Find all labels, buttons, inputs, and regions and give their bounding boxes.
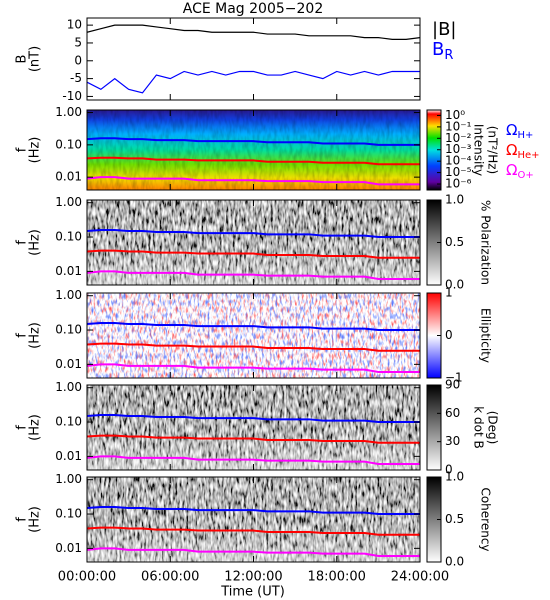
series-line	[87, 270, 420, 280]
colorbar-tick-label: 1.0	[445, 470, 464, 484]
y-axis-label: (nT)	[28, 46, 43, 72]
y-tick-label: 1.00	[55, 472, 82, 486]
colorbar-label: Coherency	[479, 487, 493, 551]
colorbar-tick-label: 60	[445, 406, 460, 420]
colorbar-tick-label: 0	[445, 328, 453, 342]
y-tick-label: 0.01	[55, 541, 82, 555]
series-line	[87, 249, 420, 259]
chart-title: ACE Mag 2005−202	[183, 1, 323, 17]
y-tick-label: 0.01	[55, 357, 82, 371]
y-axis-label: B	[15, 55, 30, 64]
y-tick-label: 1.00	[55, 288, 82, 302]
y-tick-label: -10	[62, 89, 82, 103]
series-line	[87, 547, 420, 557]
colorbar-tick-label: 10⁻³	[445, 142, 472, 156]
x-tick-label: 00:00:00	[58, 570, 116, 585]
colorbar-tick-label: 10⁻⁵	[445, 165, 472, 179]
series-line	[87, 137, 420, 146]
y-axis-label: (Hz)	[28, 322, 43, 349]
colorbar-label: Intensity	[472, 124, 486, 176]
x-tick-label: 06:00:00	[141, 570, 199, 585]
spectrogram-texture	[87, 110, 420, 190]
series-line	[87, 434, 420, 444]
y-tick-label: -5	[70, 71, 82, 85]
colorbar-tick-label: 10⁻⁶	[445, 177, 472, 191]
y-tick-label: 5	[74, 35, 82, 49]
y-axis-label: f	[15, 240, 30, 245]
series-line	[87, 70, 420, 94]
series-line	[87, 414, 420, 424]
colorbar	[426, 384, 442, 471]
series-line	[87, 506, 420, 516]
series-line	[87, 526, 420, 536]
colorbar-tick-label: 10⁻¹	[445, 119, 472, 133]
y-axis-label: (Hz)	[28, 137, 43, 164]
series-line	[87, 24, 420, 40]
y-tick-label: 1.00	[55, 195, 82, 209]
colorbar-tick-label: 0.0	[445, 278, 464, 292]
legend-label: ΩO+	[506, 161, 534, 182]
y-tick-label: 0.01	[55, 449, 82, 463]
colorbar-tick-label: 30	[445, 434, 460, 448]
series-line	[87, 156, 420, 166]
colorbar-label: k dot B	[472, 406, 486, 448]
colorbar-label: Ellipticity	[479, 308, 493, 363]
y-tick-label: 0.01	[55, 170, 82, 184]
colorbar-label: (nT²/Hz)	[486, 126, 500, 174]
spectrogram-texture	[87, 293, 420, 378]
colorbar-tick-label: 0.0	[445, 555, 464, 569]
y-tick-label: 0	[74, 53, 82, 67]
y-tick-label: 0.10	[55, 230, 82, 244]
y-tick-label: 0.10	[55, 415, 82, 429]
plot-frame	[86, 17, 421, 101]
colorbar-tick-label: 0	[445, 463, 453, 477]
colorbar-tick-label: 90	[445, 378, 460, 392]
colorbar-tick-label: 10⁰	[445, 108, 465, 122]
y-axis-label: f	[15, 425, 30, 430]
colorbar-tick-label: 0.5	[445, 235, 464, 249]
y-axis-label: f	[15, 333, 30, 338]
y-tick-label: 1.00	[55, 105, 82, 119]
y-tick-label: 0.10	[55, 137, 82, 151]
series-line	[87, 322, 420, 332]
legend-label: |B|	[432, 19, 456, 40]
spectrogram-shade	[87, 477, 420, 562]
x-tick-label: 12:00:00	[224, 570, 282, 585]
series-line	[87, 342, 420, 352]
x-axis-label: Time (UT)	[220, 585, 285, 600]
series-line	[87, 176, 420, 186]
y-tick-label: 1.00	[55, 380, 82, 394]
legend-label: ΩHe+	[506, 141, 540, 162]
colorbar-tick-label: 10⁻²	[445, 131, 472, 145]
colorbar-label: % Polarization	[479, 200, 493, 285]
legend-label: ΩH+	[506, 121, 533, 142]
y-tick-label: 0.01	[55, 264, 82, 278]
series-line	[87, 229, 420, 239]
series-line	[87, 363, 420, 373]
spectrogram-shade	[87, 200, 420, 285]
y-axis-label: f	[15, 147, 30, 152]
colorbar-tick-label: 1.0	[445, 193, 464, 207]
y-axis-label: (Hz)	[28, 506, 43, 533]
y-tick-label: 10	[67, 18, 82, 32]
colorbar-tick-label: −1	[445, 371, 463, 385]
legend-label: BR	[432, 39, 453, 63]
spectrogram-shade	[87, 385, 420, 470]
x-tick-label: 24:00:00	[391, 570, 449, 585]
colorbar-label: (Deg)	[486, 411, 500, 445]
y-axis-label: f	[15, 517, 30, 522]
series-line	[87, 455, 420, 465]
colorbar-tick-label: 10⁻⁴	[445, 154, 472, 168]
x-tick-label: 18:00:00	[308, 570, 366, 585]
y-tick-label: 0.10	[55, 323, 82, 337]
y-axis-label: (Hz)	[28, 414, 43, 441]
y-axis-label: (Hz)	[28, 229, 43, 256]
colorbar-tick-label: 0.5	[445, 512, 464, 526]
y-tick-label: 0.10	[55, 507, 82, 521]
colorbar-tick-label: 1	[445, 286, 453, 300]
